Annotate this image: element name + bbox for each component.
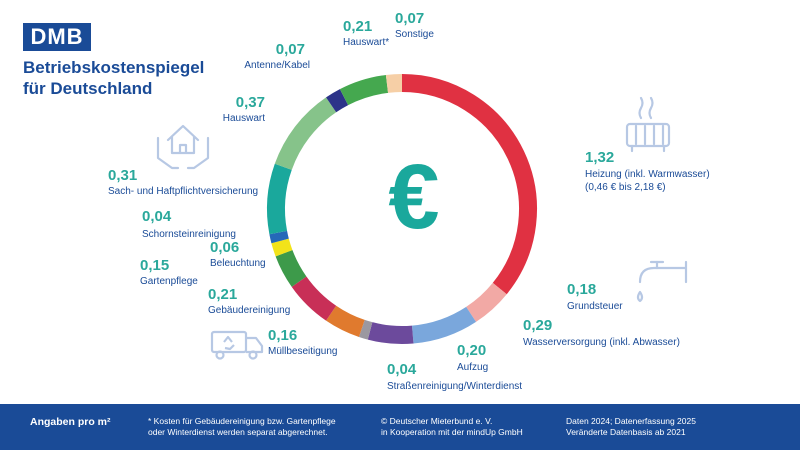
category-label-9: Schornsteinreinigung [142, 229, 236, 240]
category-label-7: Gartenpflege [140, 276, 198, 287]
slice-4 [358, 319, 373, 340]
category-label-3: Aufzug [457, 362, 488, 373]
data-label-3: 0,20 [457, 342, 486, 359]
category-label-10: Sach- und Haftpflichtversicherung [108, 186, 258, 197]
data-label-2: 0,29 [523, 317, 552, 334]
category-label-0: Heizung (inkl. Warmwasser) [585, 169, 710, 180]
category-label-11: Hauswart [223, 113, 265, 124]
slice-10 [267, 163, 292, 235]
footer-date-line-1: Daten 2024; Datenerfassung 2025 [566, 416, 696, 426]
slice-0 [401, 74, 537, 295]
data-label-10: 0,31 [108, 167, 137, 184]
data-label-0: 1,32 [585, 149, 614, 166]
footer-bar: Angaben pro m² * Kosten für Gebäudereini… [0, 404, 800, 450]
data-label-11: 0,37 [236, 94, 265, 111]
footer-note-line-2: oder Winterdienst werden separat abgerec… [148, 427, 328, 437]
euro-symbol: € [388, 146, 439, 248]
data-label-4: 0,04 [387, 361, 417, 378]
garbage-truck-icon [210, 330, 264, 360]
footer-basis: Angaben pro m² [30, 416, 111, 428]
data-label-8: 0,06 [210, 239, 239, 256]
footer-note: * Kosten für Gebäudereinigung bzw. Garte… [148, 416, 336, 438]
footer-copyright-line-2: in Kooperation mit der mindUp GmbH [381, 427, 523, 437]
category-label-12: Antenne/Kabel [244, 60, 310, 71]
category-label-14: Sonstige [395, 29, 434, 40]
data-label-7: 0,15 [140, 257, 169, 274]
slice-12 [326, 89, 349, 113]
dmb-logo: DMB [23, 23, 91, 51]
footer-date-line-2: Veränderte Datenbasis ab 2021 [566, 427, 686, 437]
category-sublabel-0: (0,46 € bis 2,18 €) [585, 182, 666, 193]
slice-5 [326, 305, 365, 337]
radiator-icon [625, 96, 671, 153]
slice-1 [465, 282, 507, 322]
footer-note-line-1: * Kosten für Gebäudereinigung bzw. Garte… [148, 416, 336, 426]
data-label-9: 0,04 [142, 208, 172, 225]
data-label-5: 0,16 [268, 327, 297, 344]
data-label-6: 0,21 [208, 286, 237, 303]
data-label-1: 0,18 [567, 281, 596, 298]
category-label-2: Wasserversorgung (inkl. Abwasser) [523, 337, 680, 348]
category-label-6: Gebäudereinigung [208, 305, 290, 316]
data-label-14: 0,07 [395, 10, 424, 27]
page-title: Betriebskostenspiegel für Deutschland [23, 57, 204, 99]
donut-slices [267, 74, 537, 344]
slice-13 [339, 74, 389, 106]
slice-14 [385, 74, 403, 93]
slice-2 [411, 306, 477, 344]
slice-9 [269, 230, 289, 244]
data-label-13: 0,21 [343, 18, 372, 35]
slice-labels: 1,32 Heizung (inkl. Warmwasser) (0,46 € bi… [108, 10, 710, 392]
slice-3 [367, 322, 414, 344]
slice-11 [274, 97, 337, 171]
title-line-1: Betriebskostenspiegel [23, 58, 205, 77]
house-hands-icon [156, 124, 210, 170]
slice-8 [271, 238, 293, 257]
donut-chart: € 1,32 Heizung (inkl. Warmwasser) (0,46 € … [108, 10, 710, 392]
category-label-8: Beleuchtung [210, 258, 266, 269]
water-tap-icon [636, 260, 688, 303]
footer-copyright-line-1: © Deutscher Mieterbund e. V. [381, 416, 493, 426]
category-label-1: Grundsteuer [567, 301, 623, 312]
data-label-12: 0,07 [276, 41, 305, 58]
footer-copyright: © Deutscher Mieterbund e. V. in Kooperat… [381, 416, 523, 438]
category-label-5: Müllbeseitigung [268, 346, 338, 357]
footer-date: Daten 2024; Datenerfassung 2025 Veränder… [566, 416, 696, 438]
category-label-4: Straßenreinigung/Winterdienst [387, 381, 522, 392]
slice-6 [291, 276, 337, 321]
slice-7 [275, 249, 307, 287]
category-label-13: Hauswart* [343, 37, 389, 48]
title-line-2: für Deutschland [23, 79, 153, 98]
